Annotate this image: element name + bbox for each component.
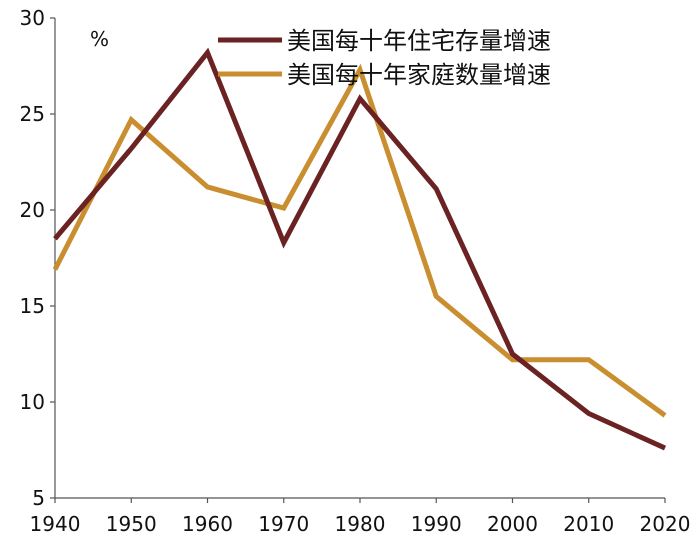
series-line-housing-stock xyxy=(53,47,667,451)
y-tick-label: 15 xyxy=(20,294,45,318)
y-tick-label: 10 xyxy=(20,390,45,414)
x-tick-label: 2020 xyxy=(640,512,691,536)
y-tick-label: 5 xyxy=(32,486,45,510)
series-line-households xyxy=(52,63,667,418)
legend-label: 美国每十年家庭数量增速 xyxy=(287,61,551,89)
y-unit-label: % xyxy=(90,27,109,51)
x-tick-label: 1960 xyxy=(182,512,233,536)
x-tick-label: 1980 xyxy=(335,512,386,536)
y-tick-label: 30 xyxy=(20,6,45,30)
x-tick-label: 2010 xyxy=(563,512,614,536)
x-tick-label: 1970 xyxy=(258,512,309,536)
x-tick-label: 1940 xyxy=(30,512,81,536)
y-tick-label: 25 xyxy=(20,102,45,126)
x-tick-label: 1990 xyxy=(411,512,462,536)
chart-axes xyxy=(54,18,665,499)
x-tick-label: 2000 xyxy=(487,512,538,536)
x-tick-label: 1950 xyxy=(106,512,157,536)
legend-label: 美国每十年住宅存量增速 xyxy=(287,27,551,55)
chart-ticks: 5 10 15 20 25 30 1940 1950 1960 1970 1980 1990 2000 2… xyxy=(20,6,691,536)
y-tick-label: 20 xyxy=(20,198,45,222)
chart-series xyxy=(52,47,667,451)
